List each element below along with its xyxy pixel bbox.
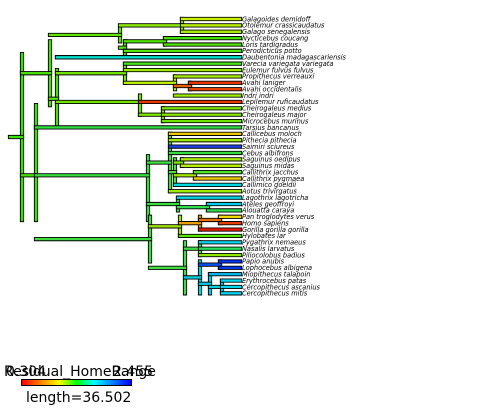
tip-label: Galagoides demidoff: [242, 15, 312, 23]
tip-label: Saimiri sciureus: [242, 143, 295, 151]
tip-label: Nycticebus coucang: [242, 34, 308, 42]
tip-label: Pan troglodytes verus: [242, 213, 315, 221]
legend-title: Residual_HomeRange: [4, 364, 156, 380]
tip-label: Alouatta caraya: [241, 207, 294, 215]
tip-label: Eulemur fulvus fulvus: [242, 66, 314, 74]
legend-length-label: length=36.502: [26, 390, 131, 406]
tip-label: Galago senegalensis: [242, 28, 311, 36]
tip-label: Indri indri: [242, 92, 274, 100]
tip-label: Hylobates lar: [242, 232, 287, 240]
tip-label: Lepilemur ruficaudatus: [242, 98, 319, 106]
tip-label: Cercopithecus mitis: [242, 290, 308, 298]
tip-label: Lophocebus albigena: [242, 264, 312, 272]
tip-label: Ateles geoffroyi: [241, 200, 294, 208]
tip-label: Nasalis larvatus: [242, 245, 295, 253]
tip-label: Avahi laniger: [241, 79, 287, 87]
tip-label: Callithrix jacchus: [242, 168, 299, 176]
tip-label: Saguinus midas: [242, 162, 295, 170]
tip-label: Cebus albifrons: [242, 149, 294, 157]
tip-label: Otolemur crassicaudatus: [242, 22, 325, 30]
tip-label: Varecia variegata variegata: [242, 60, 333, 68]
tip-label: Pithecia pithecia: [242, 137, 297, 145]
legend-max-label: 2.455: [113, 364, 153, 380]
tip-label: Avahi occidentalis: [241, 85, 302, 93]
tip-label: Pygathrix nemaeus: [242, 239, 306, 247]
tip-label: Microcebus murinus: [242, 117, 309, 125]
tip-label: Cheirogaleus major: [242, 111, 308, 119]
legend-colorbar: [22, 380, 131, 385]
tip-label: Lagothrix lagotricha: [242, 194, 308, 202]
tip-label: Perodicticus potto: [242, 47, 302, 55]
tip-label: Cheirogaleus medius: [242, 105, 312, 113]
tip-label: Piliocolobus badius: [242, 251, 305, 259]
tip-label: Miopithecus talapoin: [242, 271, 310, 279]
tip-label: Cercopithecus ascanius: [242, 283, 321, 291]
tip-label: Callithrix pygmaea: [242, 175, 304, 183]
tree-branches: [7, 16, 243, 296]
tip-label: Saguinus oedipus: [242, 156, 301, 164]
tip-label: Aotus trivirgatus: [241, 188, 297, 196]
tip-label: Papio anubis: [242, 258, 285, 266]
color-legend: 0.304 Residual_HomeRange 2.455 length=36…: [4, 364, 156, 406]
tip-label: Callimico goeldii: [242, 181, 296, 189]
tip-label: Homo sapiens: [242, 219, 289, 227]
legend-min-label: 0.304: [6, 364, 46, 380]
tip-label: Tarsius bancanus: [242, 124, 299, 132]
tip-label: Callicebus moloch: [242, 130, 302, 138]
tip-label: Gorilla gorilla gorilla: [242, 226, 309, 234]
tip-label: Loris tardigradus: [242, 41, 298, 49]
tip-label: Propithecus verreauxi: [242, 73, 314, 81]
tip-label: Daubentonia madagascariensis: [242, 54, 347, 62]
tip-label: Erythrocebus patas: [242, 277, 307, 285]
